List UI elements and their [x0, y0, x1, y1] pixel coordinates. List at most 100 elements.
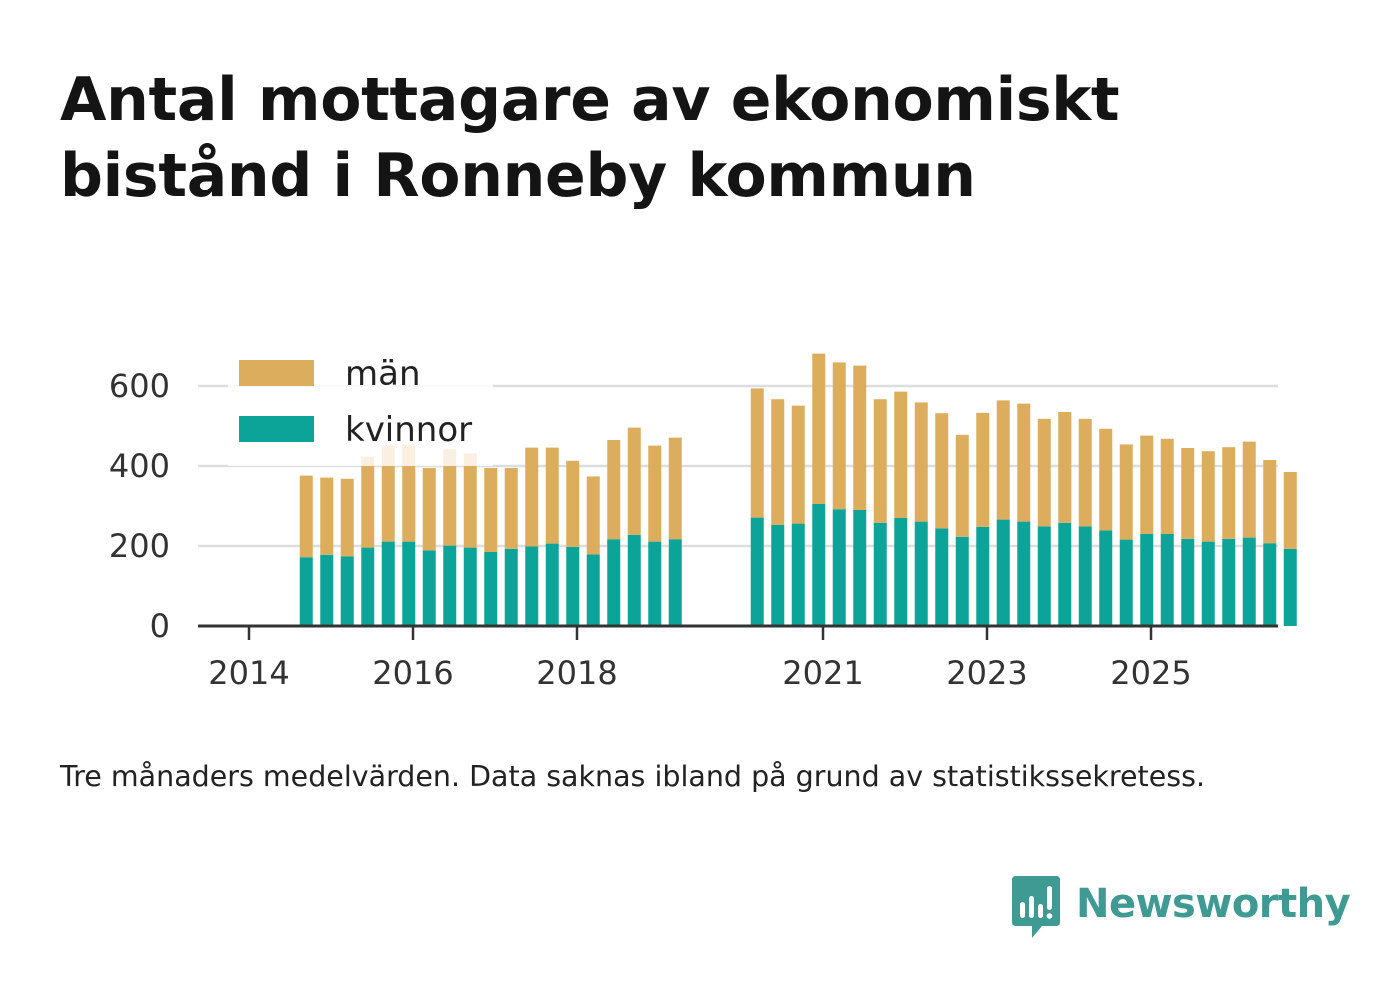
- x-tick-label: 2025: [1110, 654, 1191, 692]
- bar-man: [566, 460, 580, 547]
- bar-man: [402, 445, 416, 542]
- bar-kvinnor: [791, 523, 805, 626]
- bar-man: [545, 447, 559, 544]
- bar-man: [1160, 438, 1174, 534]
- bar-kvinnor: [1283, 548, 1297, 626]
- bar-kvinnor: [996, 519, 1010, 626]
- bar-kvinnor: [1078, 526, 1092, 626]
- bar-kvinnor: [935, 528, 949, 626]
- bar-man: [791, 405, 805, 524]
- bar-kvinnor: [771, 524, 785, 626]
- bar-man: [894, 391, 908, 518]
- bar-kvinnor: [566, 546, 580, 626]
- bars: [299, 353, 1297, 626]
- bar-man: [853, 365, 867, 510]
- bar-man: [873, 399, 887, 523]
- legend-label: kvinnor: [345, 410, 472, 450]
- y-tick-label: 400: [109, 447, 170, 485]
- y-tick-label: 200: [109, 527, 170, 565]
- bar-kvinnor: [463, 547, 477, 626]
- bar-man: [340, 478, 354, 557]
- bar-man: [1099, 428, 1113, 531]
- bar-man: [299, 475, 313, 558]
- bar-man: [996, 400, 1010, 520]
- brand-name: Newsworthy: [1076, 881, 1351, 927]
- bar-kvinnor: [525, 546, 539, 626]
- brand-logo: Newsworthy: [1010, 876, 1351, 942]
- bar-kvinnor: [1222, 538, 1236, 626]
- bar-man: [381, 445, 395, 542]
- bar-kvinnor: [1242, 537, 1256, 626]
- bar-kvinnor: [1017, 521, 1031, 626]
- bar-man: [443, 449, 457, 546]
- bar-kvinnor: [299, 557, 313, 626]
- x-tick-label: 2021: [782, 654, 863, 692]
- bar-man: [1181, 448, 1195, 539]
- bar-kvinnor: [750, 517, 764, 626]
- axes: 0 200 400 600 2014 2016 2018 2021 2023 2025: [109, 367, 1278, 692]
- bar-man: [812, 353, 826, 504]
- bar-man: [1119, 444, 1133, 540]
- bar-kvinnor: [976, 526, 990, 626]
- bar-man: [976, 412, 990, 527]
- y-tick-label: 0: [150, 607, 170, 645]
- bar-kvinnor: [504, 548, 518, 626]
- bar-kvinnor: [1099, 530, 1113, 626]
- bar-kvinnor: [914, 521, 928, 626]
- bar-man: [935, 413, 949, 529]
- bar-man: [1037, 418, 1051, 527]
- bar-man: [1263, 460, 1277, 544]
- bar-kvinnor: [955, 536, 969, 626]
- bar-man: [463, 453, 477, 548]
- bar-kvinnor: [627, 534, 641, 626]
- bar-kvinnor: [873, 522, 887, 626]
- bar-man: [627, 427, 641, 535]
- bar-kvinnor: [1201, 541, 1215, 626]
- bar-man: [586, 476, 600, 555]
- bar-kvinnor: [1263, 543, 1277, 626]
- y-tick-label: 600: [109, 367, 170, 405]
- bar-man: [320, 477, 334, 555]
- bar-man: [361, 456, 375, 548]
- chart-subtitle: Tre månaders medelvärden. Data saknas ib…: [60, 760, 1206, 793]
- bar-man: [750, 388, 764, 518]
- bar-man: [1201, 451, 1215, 542]
- bar-kvinnor: [586, 554, 600, 626]
- x-tick-label: 2016: [372, 654, 453, 692]
- bar-kvinnor: [1160, 534, 1174, 626]
- bar-kvinnor: [648, 541, 662, 626]
- bar-man: [1140, 435, 1154, 534]
- bar-kvinnor: [484, 552, 498, 626]
- bar-kvinnor: [1140, 534, 1154, 626]
- bar-kvinnor: [812, 504, 826, 626]
- bar-kvinnor: [443, 545, 457, 626]
- bar-man: [1222, 447, 1236, 539]
- bar-man: [1017, 403, 1031, 522]
- bar-man: [1078, 418, 1092, 527]
- legend: män kvinnor: [228, 348, 493, 466]
- bar-kvinnor: [340, 556, 354, 626]
- legend-label: män: [345, 354, 421, 394]
- bar-kvinnor: [1058, 522, 1072, 626]
- chart-title: Antal mottagare av ekonomiskt bistånd i …: [60, 65, 1120, 211]
- bar-man: [422, 468, 436, 551]
- x-tick-label: 2023: [946, 654, 1027, 692]
- bar-man: [1058, 412, 1072, 523]
- bar-kvinnor: [607, 539, 621, 626]
- bar-man: [771, 399, 785, 525]
- bar-man: [648, 445, 662, 542]
- bar-kvinnor: [832, 509, 846, 626]
- bar-kvinnor: [422, 550, 436, 626]
- bar-man: [504, 468, 518, 549]
- bar-man: [1242, 441, 1256, 538]
- bar-kvinnor: [381, 541, 395, 626]
- bar-man: [832, 362, 846, 510]
- x-tick-label: 2014: [208, 654, 289, 692]
- bar-kvinnor: [1037, 526, 1051, 626]
- bar-kvinnor: [668, 539, 682, 626]
- bar-kvinnor: [545, 543, 559, 626]
- bar-man: [1283, 472, 1297, 549]
- bar-man: [484, 468, 498, 552]
- bar-kvinnor: [894, 518, 908, 626]
